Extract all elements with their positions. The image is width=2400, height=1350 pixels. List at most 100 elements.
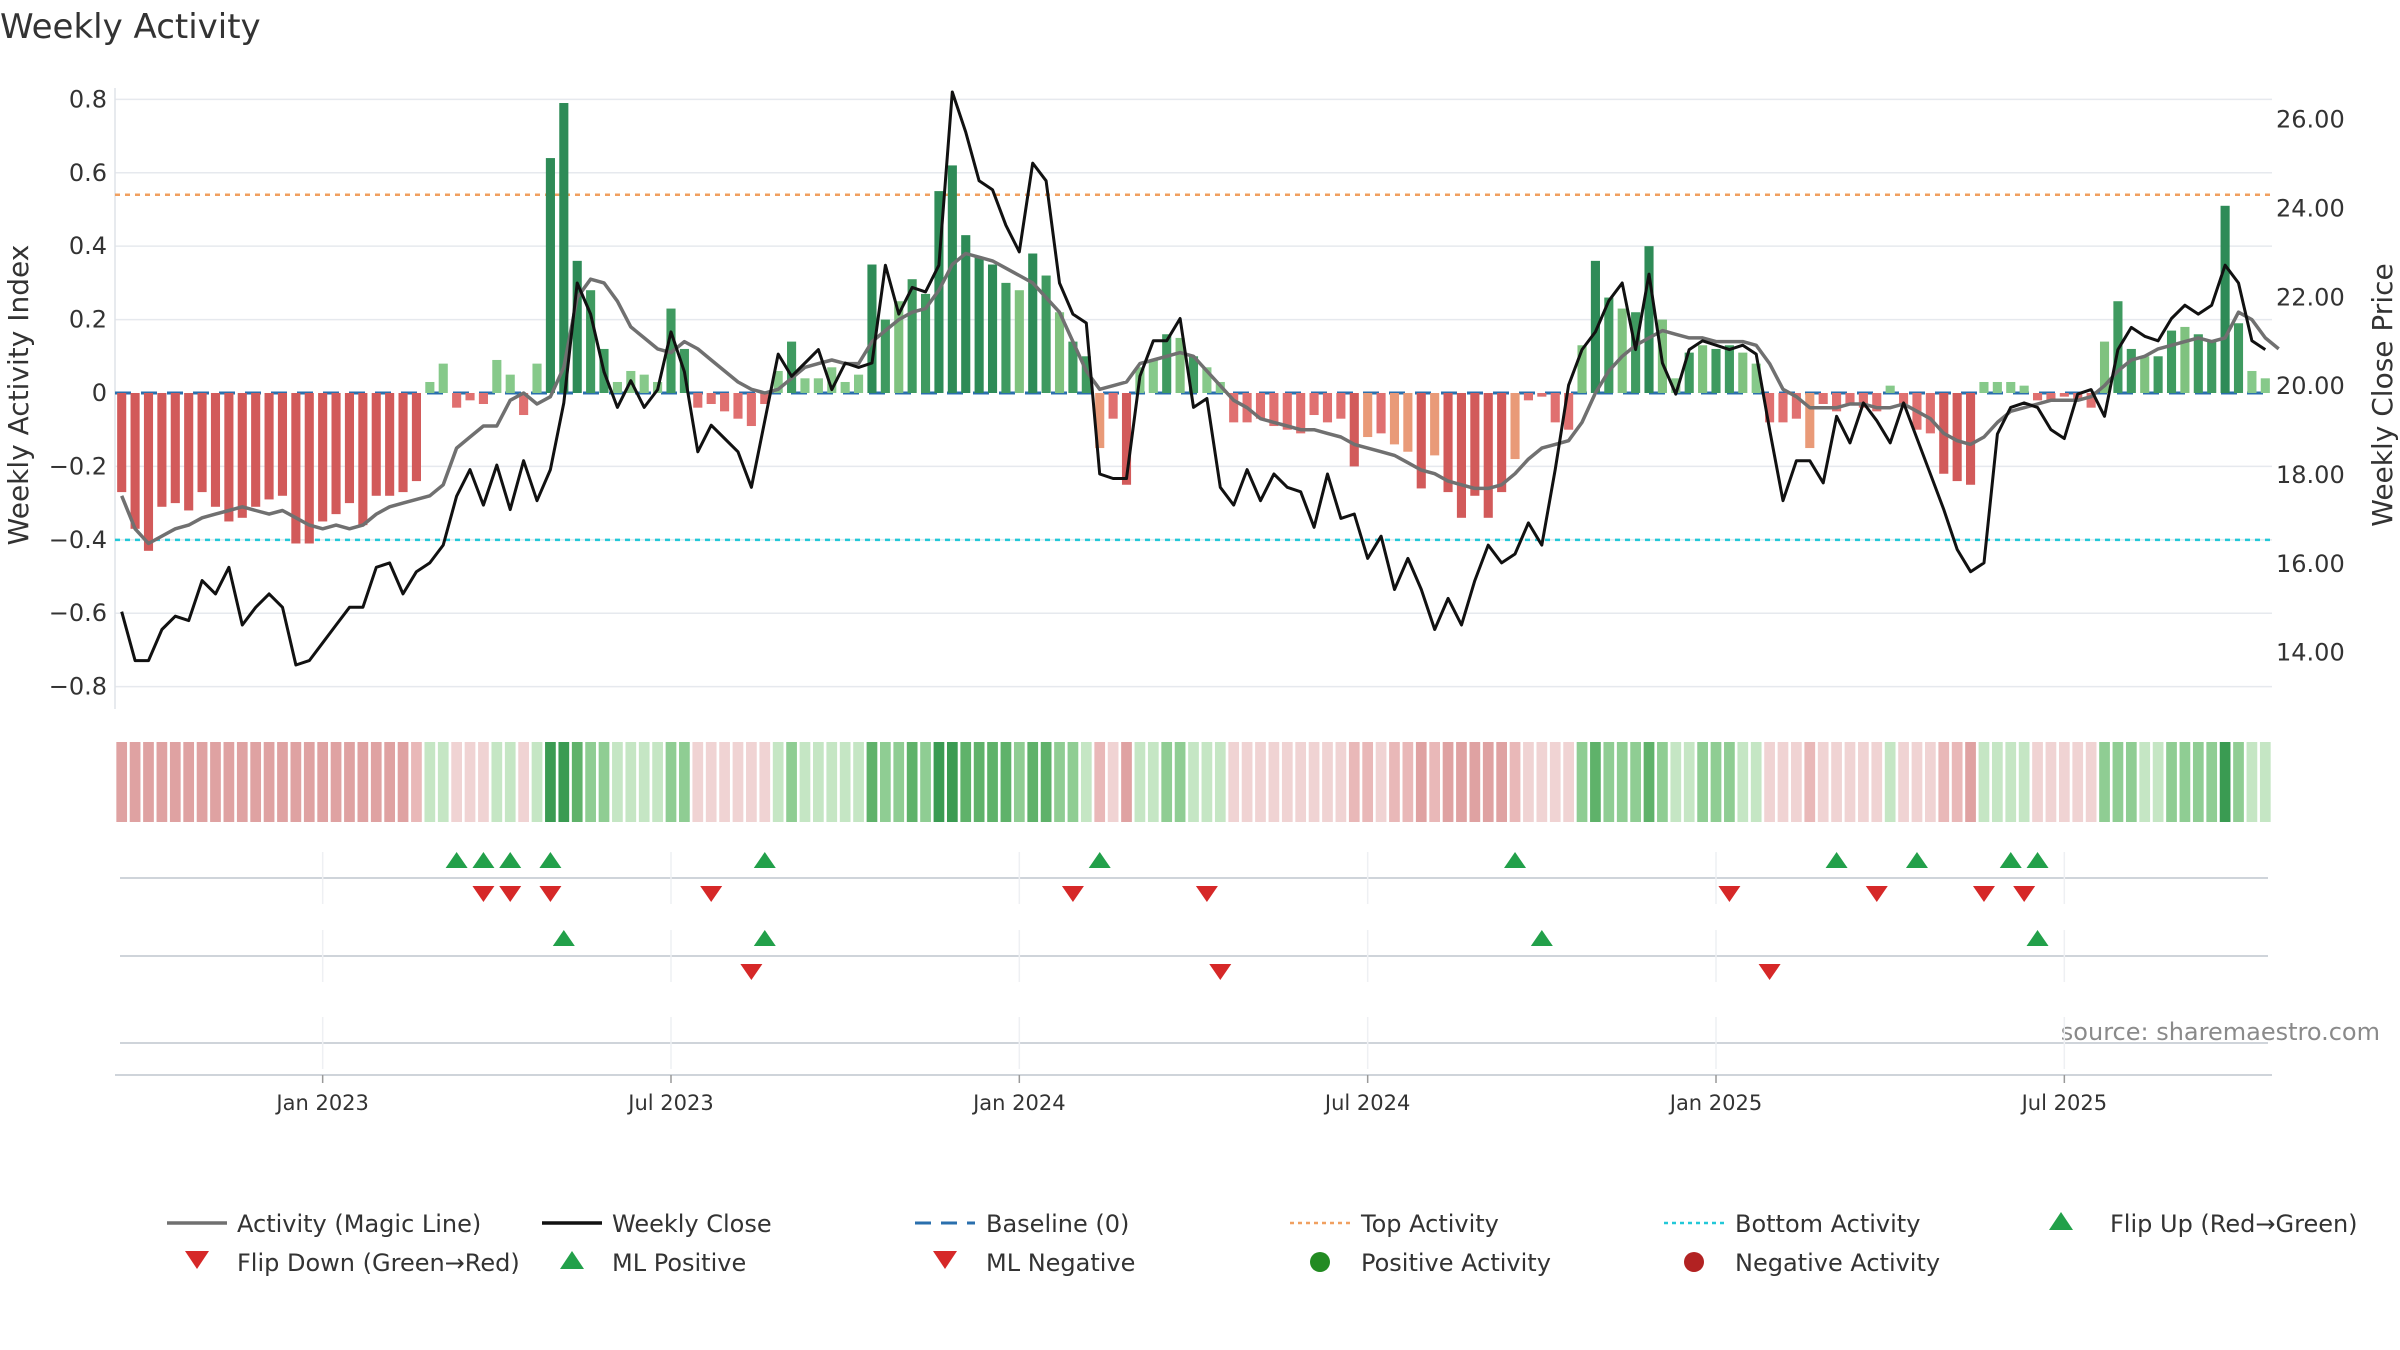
activity-bar <box>961 235 971 393</box>
flip-down-marker <box>2013 886 2036 902</box>
activity-bar <box>1765 392 1775 423</box>
flip-up-marker <box>2026 852 2049 868</box>
activity-bar <box>586 290 596 393</box>
heat-strip-cell <box>1308 742 1320 822</box>
activity-bar <box>1698 345 1708 393</box>
ml-negative-marker <box>1209 964 1232 980</box>
activity-bar <box>184 392 194 511</box>
legend-label: Weekly Close <box>612 1210 772 1238</box>
heat-strip-cell <box>1094 742 1106 822</box>
heat-strip-cell <box>1657 742 1668 822</box>
heat-strip-cell <box>370 742 382 822</box>
heat-strip-cell <box>1214 742 1226 822</box>
heat-strip-cell <box>384 742 396 822</box>
heat-strip-cell <box>2259 742 2271 822</box>
flip-down-marker <box>1061 886 1084 902</box>
y-tick-label-left: −0.4 <box>49 526 107 554</box>
activity-bar <box>1322 392 1333 423</box>
heat-strip-cell <box>2085 742 2097 822</box>
heat-strip-cell <box>1335 742 1347 822</box>
heat-strip-cell <box>1804 742 1816 822</box>
activity-bar <box>1751 363 1761 393</box>
heat-strip-cell <box>290 742 302 822</box>
heat-strip-cell <box>1147 742 1159 822</box>
activity-bar <box>1081 356 1091 393</box>
legend-label: Flip Down (Green→Red) <box>237 1249 520 1277</box>
activity-bar <box>411 392 421 482</box>
heat-strip-cell <box>1898 742 1909 822</box>
flip-down-marker <box>539 886 562 902</box>
heat-strip-cell <box>1991 742 2003 822</box>
activity-bar <box>1121 392 1132 485</box>
activity-bar <box>130 392 140 529</box>
legend-label: Positive Activity <box>1361 1249 1551 1277</box>
heat-strip-cell <box>732 742 744 822</box>
heat-strip-cell <box>2045 742 2057 822</box>
heat-strip-cell <box>545 742 556 822</box>
activity-bar <box>1014 290 1024 393</box>
activity-bar <box>237 392 247 518</box>
activity-bar <box>1349 392 1359 467</box>
activity-bar <box>2180 326 2190 393</box>
activity-bar <box>2220 205 2230 393</box>
heat-strip-cell <box>1013 742 1025 822</box>
heat-strip-cell <box>1884 742 1896 822</box>
activity-bar <box>813 378 823 393</box>
y-tick-label-left: −0.2 <box>49 452 107 480</box>
heat-strip-cell <box>1228 742 1240 822</box>
activity-bar <box>2193 334 2203 393</box>
activity-bar <box>947 165 957 393</box>
flip-up-marker <box>753 852 776 868</box>
x-tick-label: Jan 2024 <box>971 1091 1066 1115</box>
heat-strip-cell <box>303 742 315 822</box>
heat-strip-cell <box>2206 742 2218 822</box>
activity-bar <box>1175 337 1185 393</box>
heat-strip-cell <box>451 742 462 822</box>
activity-bar <box>907 279 917 393</box>
heat-strip-cell <box>1429 742 1441 822</box>
heat-strip-cell <box>1576 742 1588 822</box>
heat-strip-cell <box>1911 742 1923 822</box>
y-axis-left-label: Weekly Activity Index <box>2 245 35 546</box>
heat-strip-cell <box>879 742 891 822</box>
heat-strip-cell <box>2099 742 2110 822</box>
activity-bar <box>1403 392 1413 452</box>
activity-bar <box>639 374 649 393</box>
heat-strip-cell <box>1844 742 1856 822</box>
heat-strip-cell <box>960 742 972 822</box>
y-tick-label-right: 24.00 <box>2276 194 2345 222</box>
y-tick-label-left: 0.6 <box>69 159 107 187</box>
activity-bar <box>1564 392 1574 430</box>
heat-strip-cell <box>1268 742 1280 822</box>
activity-bar <box>385 392 395 496</box>
heat-strip-cell <box>1858 742 1869 822</box>
legend-item-magic-line: Activity (Magic Line) <box>167 1210 481 1238</box>
heat-strip-cell <box>1603 742 1615 822</box>
activity-bar <box>1269 392 1279 427</box>
legend-label: ML Positive <box>612 1249 746 1277</box>
activity-bar <box>1604 297 1614 393</box>
activity-bar <box>318 392 328 522</box>
heat-strip-cell <box>169 742 181 822</box>
activity-bar <box>1617 308 1627 393</box>
heat-strip-cell <box>1134 742 1146 822</box>
heat-strip-cell <box>143 742 154 822</box>
heat-strip-cell <box>1389 742 1400 822</box>
heat-strip-cell <box>277 742 288 822</box>
activity-bar <box>224 392 234 522</box>
heat-strip-cell <box>1469 742 1481 822</box>
heat-strip-cell <box>1791 742 1802 822</box>
activity-bar <box>157 392 167 507</box>
activity-bar <box>1229 392 1239 423</box>
activity-bar <box>2126 348 2136 393</box>
heat-strip-cell <box>1295 742 1307 822</box>
triangle-down-icon <box>933 1251 957 1269</box>
activity-bar <box>478 392 488 405</box>
heat-strip-cell <box>2072 742 2084 822</box>
heat-strip-cell <box>129 742 141 822</box>
heat-strip-cell <box>1241 742 1253 822</box>
heat-strip-cell <box>799 742 811 822</box>
triangle-down-icon <box>185 1251 209 1269</box>
activity-bar <box>2153 356 2163 393</box>
heat-strip-cell <box>2018 742 2030 822</box>
